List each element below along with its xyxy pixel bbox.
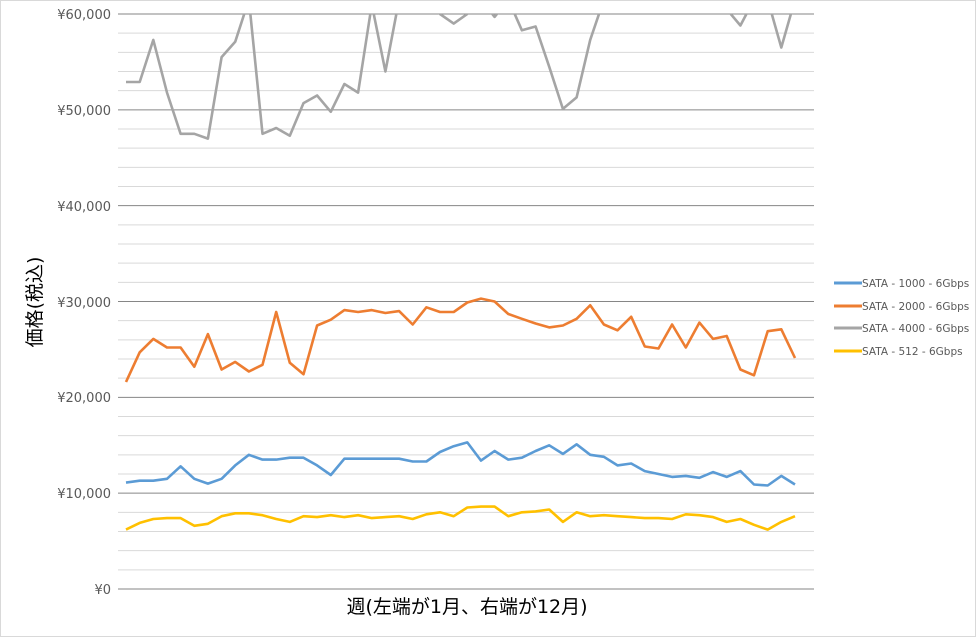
series-line-sata-2000-6gbps <box>124 297 797 383</box>
legend-item-sata-2000[interactable]: SATA - 2000 - 6Gbps <box>834 301 969 313</box>
y-tick-20000: ¥20,000 <box>57 391 111 406</box>
y-tick-60000: ¥60,000 <box>57 8 111 23</box>
data-series <box>124 14 797 531</box>
minor-gridlines <box>118 32 814 571</box>
series-line-sata-512-6gbps <box>125 505 796 531</box>
legend-label: SATA - 2000 - 6Gbps <box>862 301 969 313</box>
y-tick-40000: ¥40,000 <box>57 200 111 215</box>
legend-label: SATA - 1000 - 6Gbps <box>862 278 969 290</box>
y-axis-tick-labels: ¥60,000 ¥50,000 ¥40,000 ¥30,000 ¥20,000 … <box>57 8 111 598</box>
legend-label: SATA - 512 - 6Gbps <box>862 346 963 358</box>
x-axis-title: 週(左端が1月、右端が12月) <box>346 596 587 618</box>
major-gridlines <box>118 13 814 590</box>
y-tick-10000: ¥10,000 <box>57 487 111 502</box>
y-axis-title: 価格(税込) <box>24 257 46 348</box>
legend-item-sata-4000[interactable]: SATA - 4000 - 6Gbps <box>834 323 969 335</box>
y-tick-30000: ¥30,000 <box>57 296 111 311</box>
series-line-sata-4000-6gbps <box>126 14 793 140</box>
legend-label: SATA - 4000 - 6Gbps <box>862 323 969 335</box>
legend-item-sata-512[interactable]: SATA - 512 - 6Gbps <box>834 346 963 358</box>
series-line-sata-1000-6gbps <box>125 441 796 487</box>
y-tick-50000: ¥50,000 <box>57 104 111 119</box>
legend-item-sata-1000[interactable]: SATA - 1000 - 6Gbps <box>834 278 969 290</box>
y-tick-0: ¥0 <box>94 583 111 598</box>
legend: SATA - 1000 - 6Gbps SATA - 2000 - 6Gbps … <box>834 278 969 358</box>
